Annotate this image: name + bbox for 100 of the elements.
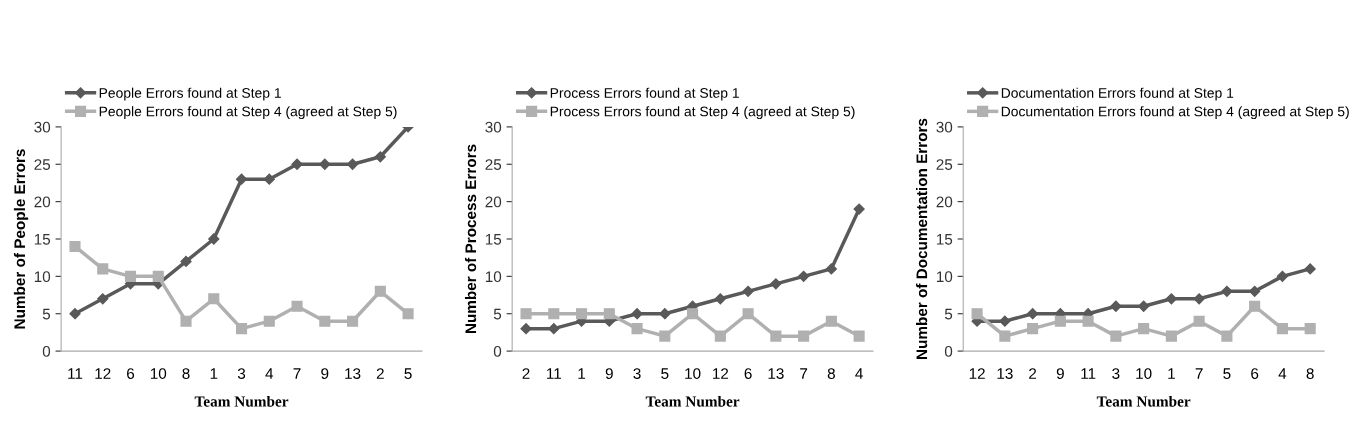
x-tick-label: 10: [150, 368, 167, 379]
x-tick-label: 8: [182, 368, 190, 379]
point: [263, 173, 275, 185]
point: [714, 293, 726, 305]
x-tick-label: 5: [661, 368, 669, 379]
point: [853, 330, 865, 342]
point: [347, 315, 359, 327]
y-tick-label: 25: [936, 159, 953, 170]
point: [999, 315, 1011, 327]
point: [1138, 323, 1150, 335]
point: [1221, 285, 1233, 297]
x-tick-label: 6: [1251, 368, 1259, 379]
y-tick-label: 20: [34, 196, 51, 208]
point: [208, 233, 220, 245]
point: [263, 315, 275, 327]
point: [124, 270, 137, 282]
point: [770, 330, 782, 342]
x-tick-label: 9: [605, 368, 613, 379]
point: [798, 270, 810, 282]
x-tick-label: 1: [1168, 368, 1175, 379]
x-tick-label: 11: [547, 368, 561, 379]
x-tick-label: 13: [768, 368, 784, 379]
x-tick-label: 3: [237, 368, 246, 379]
y-tick-label: 25: [485, 159, 502, 170]
y-tick-label: 30: [34, 121, 51, 133]
x-tick-label: 5: [404, 368, 412, 379]
legend-label: People Errors found at Step 4 (agreed at Step 5): [99, 106, 397, 120]
point: [1193, 315, 1205, 327]
x-tick-label: 3: [1112, 368, 1120, 379]
legend-label: Process Errors found at Step 4 (agreed at Step 5): [550, 106, 855, 120]
x-tick-label: 4: [855, 368, 863, 379]
y-tick-label: 15: [936, 234, 953, 245]
y-tick-label: 10: [485, 271, 502, 283]
y-tick-label: 25: [34, 159, 51, 170]
point: [520, 323, 532, 335]
x-tick-label: 12: [969, 368, 985, 379]
point: [825, 263, 837, 275]
point: [69, 240, 81, 253]
y-axis-title: Number of Documentation Errors: [916, 118, 928, 359]
point: [374, 151, 386, 163]
point: [319, 158, 331, 170]
point: [1221, 330, 1233, 342]
point: [659, 330, 671, 342]
point: [1276, 323, 1288, 335]
x-tick-label: 5: [1223, 368, 1231, 379]
y-tick-label: 5: [42, 308, 51, 320]
x-tick-label: 7: [293, 368, 301, 379]
point: [770, 278, 782, 290]
x-tick-label: 8: [1306, 368, 1314, 379]
legend-label: Documentation Errors found at Step 1: [1001, 87, 1234, 101]
point: [208, 293, 220, 305]
x-tick-label: 2: [522, 368, 530, 379]
x-axis-title: Team Number: [194, 395, 289, 407]
y-tick-label: 15: [485, 234, 502, 245]
point: [1027, 323, 1039, 335]
point: [1082, 315, 1094, 327]
point: [374, 285, 386, 297]
point: [603, 308, 615, 320]
y-tick-label: 5: [944, 308, 953, 320]
x-tick-label: 11: [1081, 368, 1096, 379]
legend-label: Process Errors found at Step 1: [550, 87, 739, 101]
point: [1304, 323, 1316, 335]
point: [180, 315, 192, 327]
x-tick-label: 10: [685, 368, 701, 379]
x-axis-title: Team Number: [645, 395, 740, 407]
point: [1193, 293, 1205, 305]
point: [825, 315, 837, 327]
y-tick-label: 10: [34, 271, 51, 283]
legend-label: Documentation Errors found at Step 4 (agreed at Step 5): [1001, 106, 1349, 120]
x-tick-label: 4: [265, 368, 274, 379]
point: [742, 308, 754, 320]
y-tick-label: 10: [936, 271, 953, 283]
x-tick-label: 4: [1278, 368, 1287, 379]
x-tick-label: 2: [1029, 368, 1037, 379]
x-tick-label: 12: [713, 368, 729, 379]
y-axis-title: Number of People Errors: [13, 149, 29, 329]
point: [235, 323, 248, 335]
x-tick-label: 7: [1195, 368, 1203, 379]
point: [659, 308, 671, 320]
point: [97, 263, 109, 275]
point: [1110, 300, 1122, 312]
y-axis-title: Number of Process Errors: [464, 144, 477, 334]
x-tick-label: 13: [997, 368, 1013, 379]
x-tick-label: 10: [1136, 368, 1152, 379]
point: [631, 323, 643, 335]
y-tick-label: 0: [493, 345, 502, 357]
point: [1249, 300, 1261, 312]
x-tick-label: 1: [210, 368, 218, 379]
y-tick-label: 5: [493, 308, 502, 320]
legend-label: People Errors found at Step 1: [99, 87, 281, 101]
x-axis-title: Team Number: [1096, 395, 1191, 407]
point: [319, 315, 331, 327]
x-tick-label: 2: [376, 368, 384, 379]
point: [291, 158, 303, 170]
x-tick-label: 6: [744, 368, 752, 379]
point: [1165, 330, 1177, 342]
point: [999, 330, 1011, 342]
point: [1054, 315, 1066, 327]
point: [1110, 330, 1122, 342]
point: [714, 330, 726, 342]
